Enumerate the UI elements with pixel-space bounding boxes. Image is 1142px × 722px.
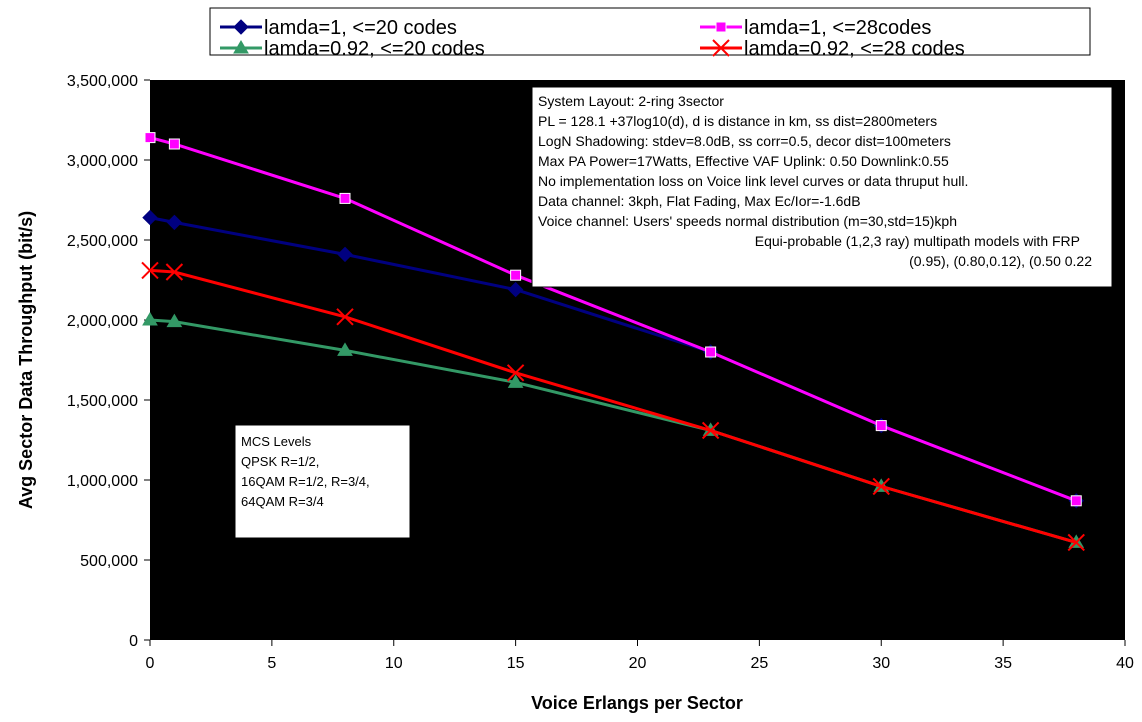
system-note-line: Data channel: 3kph, Flat Fading, Max Ec/… [538, 193, 861, 209]
data-point [339, 192, 351, 204]
system-note-line: Equi-probable (1,2,3 ray) multipath mode… [755, 233, 1080, 249]
system-note-line: Voice channel: Users' speeds normal dist… [538, 213, 957, 229]
x-axis: 0 5 10 15 20 25 30 35 40 [146, 640, 1134, 672]
data-point [165, 263, 184, 281]
x-tick-label: 35 [994, 655, 1012, 672]
legend-item: lamda=0.92, <=28 codes [700, 38, 965, 60]
system-note-line: System Layout: 2-ring 3sector [538, 93, 724, 109]
data-point [872, 477, 890, 496]
y-axis-title: Avg Sector Data Throughput (bit/s) [16, 211, 36, 509]
y-tick-label: 1,500,000 [67, 393, 138, 410]
system-note-line: Max PA Power=17Watts, Effective VAF Upli… [538, 153, 949, 169]
data-point [166, 313, 183, 328]
legend-marker [233, 40, 249, 54]
y-tick-label: 1,000,000 [67, 473, 138, 490]
legend-item: lamda=1, <=20 codes [220, 17, 457, 39]
x-tick-label: 5 [267, 655, 276, 672]
x-tick-label: 30 [872, 655, 890, 672]
legend-label: lamda=1, <=28codes [744, 17, 931, 39]
data-point [336, 308, 354, 326]
series-layer [141, 132, 1085, 552]
y-tick-label: 2,000,000 [67, 313, 138, 330]
data-point [168, 138, 180, 150]
y-tick-label: 0 [129, 633, 138, 650]
data-point [166, 214, 183, 231]
y-axis: 0 500,000 1,000,000 1,500,000 2,000,000 2,500… [67, 73, 150, 650]
legend-label: lamda=0.92, <=28 codes [744, 38, 965, 60]
legend-item: lamda=1, <=28codes [700, 17, 931, 39]
data-point [701, 421, 720, 440]
legend-label: lamda=0.92, <=20 codes [264, 38, 485, 60]
legend-label: lamda=1, <=20 codes [264, 17, 457, 39]
mcs-annotation: MCS Levels QPSK R=1/2, 16QAM R=1/2, R=3/4,… [234, 424, 411, 539]
legend-item: lamda=0.92, <=20 codes [220, 38, 485, 60]
mcs-note-line: 16QAM R=1/2, R=3/4, [241, 474, 370, 489]
system-annotation: System Layout: 2-ring 3sector PL = 128.1 … [531, 86, 1113, 288]
series-4 [141, 261, 1085, 552]
system-note-line: (0.95), (0.80,0.12), (0.50 0.22 [909, 253, 1092, 269]
legend-marker [233, 19, 249, 35]
data-point [142, 209, 158, 226]
data-point [337, 246, 353, 263]
data-point [875, 420, 887, 432]
x-tick-label: 25 [750, 655, 768, 672]
mcs-note-line: QPSK R=1/2, [241, 454, 319, 469]
system-note-line: No implementation loss on Voice link lev… [538, 173, 968, 189]
data-point [510, 269, 522, 281]
legend: lamda=1, <=20 codes lamda=1, <=28codeslam… [209, 7, 1091, 60]
x-tick-label: 20 [629, 655, 647, 672]
data-point [507, 281, 524, 298]
x-tick-label: 10 [385, 655, 403, 672]
x-tick-label: 15 [507, 655, 525, 672]
data-point [141, 261, 159, 280]
series-2 [144, 132, 1082, 507]
system-note-line: PL = 128.1 +37log10(d), d is distance in… [538, 113, 937, 129]
data-point [142, 312, 158, 326]
x-tick-label: 0 [146, 655, 155, 672]
data-point [337, 342, 353, 356]
x-tick-label: 40 [1116, 655, 1134, 672]
data-point [144, 132, 156, 144]
system-note-line: LogN Shadowing: stdev=8.0dB, ss corr=0.5… [538, 133, 951, 149]
y-tick-label: 3,500,000 [67, 73, 138, 90]
y-tick-label: 3,000,000 [67, 153, 138, 170]
legend-marker [715, 21, 727, 33]
y-tick-label: 500,000 [80, 553, 138, 570]
mcs-note-line: 64QAM R=3/4 [241, 494, 324, 509]
x-axis-title: Voice Erlangs per Sector [531, 693, 743, 713]
data-point [506, 364, 525, 382]
data-point [507, 374, 524, 388]
data-point [1067, 533, 1085, 552]
legend-marker [712, 39, 730, 57]
y-tick-label: 2,500,000 [67, 233, 138, 250]
data-point [1070, 495, 1082, 507]
mcs-note-line: MCS Levels [241, 434, 312, 449]
data-point [705, 346, 717, 358]
